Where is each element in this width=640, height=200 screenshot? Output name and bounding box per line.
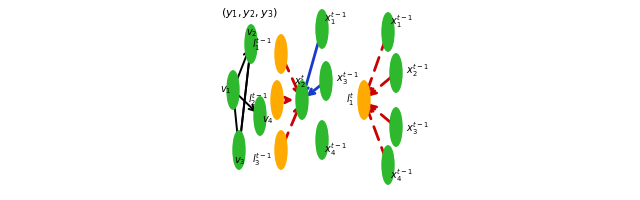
Ellipse shape	[271, 81, 283, 119]
Ellipse shape	[275, 131, 287, 169]
Ellipse shape	[358, 81, 370, 119]
Ellipse shape	[316, 121, 328, 159]
Text: $v_1$: $v_1$	[220, 84, 232, 96]
Text: $x_4^{t-1}$: $x_4^{t-1}$	[390, 167, 413, 184]
Ellipse shape	[233, 131, 245, 169]
Text: $x_3^{t-1}$: $x_3^{t-1}$	[335, 71, 359, 87]
Ellipse shape	[390, 54, 402, 92]
Text: $v_4$: $v_4$	[262, 114, 273, 126]
Text: $x_3^{t-1}$: $x_3^{t-1}$	[406, 121, 429, 137]
Text: $l_3^{t-1}$: $l_3^{t-1}$	[252, 151, 273, 168]
Text: $(y_1, y_2, y_3)$: $(y_1, y_2, y_3)$	[221, 6, 278, 20]
Ellipse shape	[316, 10, 328, 48]
Text: $l_1^t$: $l_1^t$	[346, 92, 355, 108]
Ellipse shape	[245, 25, 257, 63]
Text: $l_1^{t-1}$: $l_1^{t-1}$	[252, 36, 273, 53]
Ellipse shape	[227, 71, 239, 109]
Ellipse shape	[296, 81, 308, 119]
Text: $v_2$: $v_2$	[246, 27, 258, 39]
Text: $x_1^{t-1}$: $x_1^{t-1}$	[390, 13, 413, 30]
Text: $v_3$: $v_3$	[234, 155, 246, 167]
Ellipse shape	[382, 146, 394, 184]
Ellipse shape	[382, 13, 394, 51]
Text: $x_2^t$: $x_2^t$	[294, 73, 306, 90]
Ellipse shape	[275, 35, 287, 73]
Ellipse shape	[320, 62, 332, 100]
Text: $x_4^{t-1}$: $x_4^{t-1}$	[324, 142, 347, 158]
Ellipse shape	[390, 108, 402, 146]
Ellipse shape	[254, 97, 266, 135]
Text: $l_2^{t-1}$: $l_2^{t-1}$	[248, 92, 269, 108]
Text: $x_1^{t-1}$: $x_1^{t-1}$	[324, 11, 347, 27]
Text: $x_2^{t-1}$: $x_2^{t-1}$	[406, 63, 429, 79]
